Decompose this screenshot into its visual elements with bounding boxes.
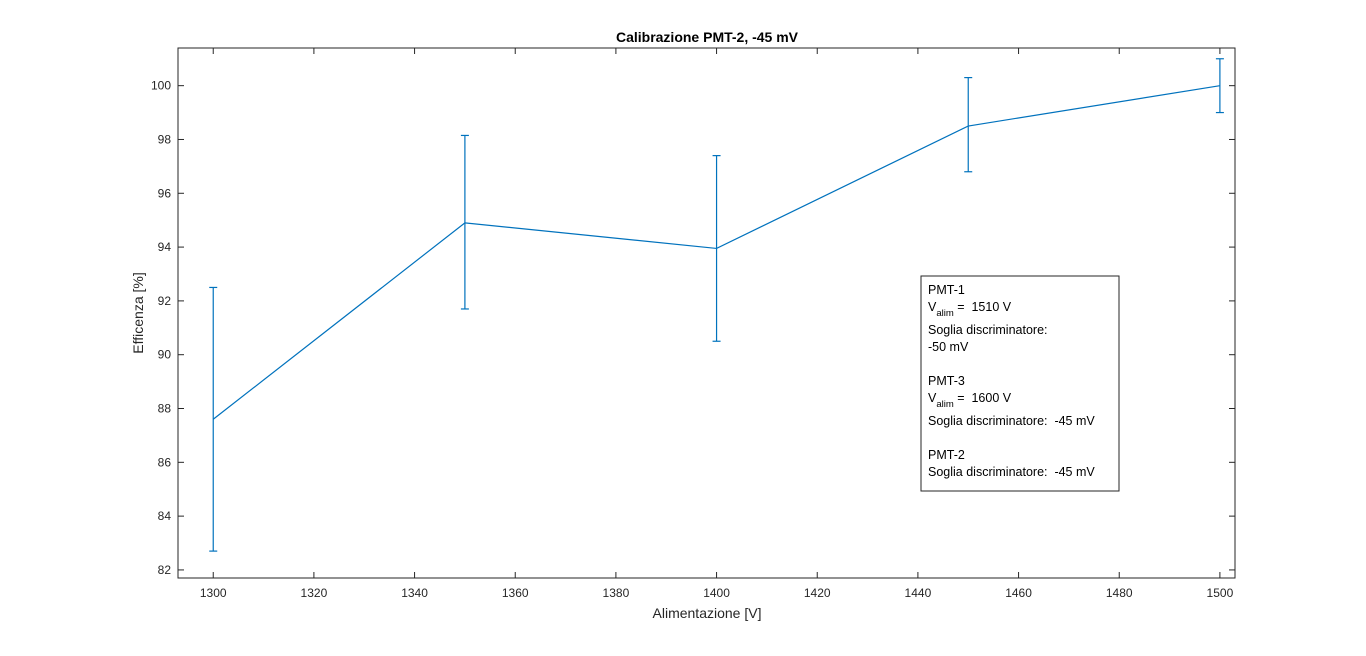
annotation-pmt2-name: PMT-2 bbox=[928, 448, 965, 462]
x-tick-label: 1300 bbox=[200, 586, 227, 600]
y-tick-label: 86 bbox=[158, 455, 172, 469]
y-tick-label: 98 bbox=[158, 132, 172, 146]
y-tick-label: 94 bbox=[158, 240, 172, 254]
annotation-pmt1-soglia-value: -50 mV bbox=[928, 340, 969, 354]
x-tick-label: 1340 bbox=[401, 586, 428, 600]
annotation-pmt2-soglia: Soglia discriminatore: -45 mV bbox=[928, 465, 1095, 479]
y-tick-label: 100 bbox=[151, 79, 171, 93]
x-axis-label: Alimentazione [V] bbox=[653, 605, 762, 621]
y-tick-label: 88 bbox=[158, 402, 172, 416]
x-tick-label: 1420 bbox=[804, 586, 831, 600]
x-tick-label: 1380 bbox=[603, 586, 630, 600]
annotation-pmt3-v-sub: alim bbox=[936, 399, 954, 410]
annotation-pmt1-name: PMT-1 bbox=[928, 283, 965, 297]
annotation-pmt1-v-sub: alim bbox=[936, 308, 954, 319]
y-axis-label: Efficenza [%] bbox=[130, 272, 146, 353]
y-tick-label: 84 bbox=[158, 509, 172, 523]
chart-title: Calibrazione PMT-2, -45 mV bbox=[616, 29, 799, 45]
x-tick-label: 1460 bbox=[1005, 586, 1032, 600]
x-tick-label: 1500 bbox=[1207, 586, 1234, 600]
x-tick-label: 1440 bbox=[905, 586, 932, 600]
y-tick-label: 96 bbox=[158, 186, 172, 200]
x-tick-label: 1400 bbox=[703, 586, 730, 600]
y-tick-label: 82 bbox=[158, 563, 172, 577]
x-tick-label: 1360 bbox=[502, 586, 529, 600]
annotation-pmt3-name: PMT-3 bbox=[928, 374, 965, 388]
annotation-pmt1-soglia-label: Soglia discriminatore: bbox=[928, 323, 1048, 337]
annotation-pmt3-v-value: = 1600 V bbox=[954, 391, 1012, 405]
annotation-pmt3-soglia: Soglia discriminatore: -45 mV bbox=[928, 414, 1095, 428]
x-tick-label: 1320 bbox=[301, 586, 328, 600]
y-tick-label: 92 bbox=[158, 294, 172, 308]
x-tick-label: 1480 bbox=[1106, 586, 1133, 600]
annotation-pmt1-v-value: = 1510 V bbox=[954, 300, 1012, 314]
annotation-box: PMT-1 Valim = 1510 V Soglia discriminato… bbox=[921, 276, 1119, 491]
y-tick-label: 90 bbox=[158, 348, 172, 362]
